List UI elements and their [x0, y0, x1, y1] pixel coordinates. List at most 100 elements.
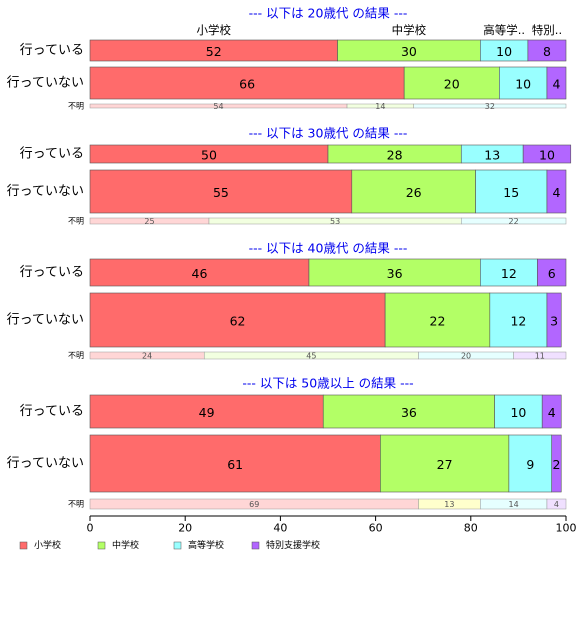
bar-segment — [89, 434, 381, 493]
segment-header-label: 中学校 — [392, 23, 427, 37]
unknown-value-label: 32 — [485, 102, 495, 111]
bar-value-label: 52 — [206, 44, 222, 59]
bar-value-label: 50 — [201, 148, 217, 163]
bar-segment — [475, 169, 548, 214]
legend-label: 高等学校 — [188, 539, 224, 551]
unknown-row-label: 不明 — [68, 351, 84, 360]
panel-title: --- 以下は 30歳代 の結果 --- — [249, 126, 408, 141]
x-tick-label: 0 — [87, 522, 94, 535]
row-label: 行っていない — [7, 313, 84, 328]
unknown-bar-segment — [413, 103, 567, 109]
bar-value-label: 2 — [553, 457, 561, 472]
unknown-row-label: 不明 — [68, 102, 84, 111]
bar-segment — [89, 66, 405, 100]
bar-segment — [384, 292, 491, 348]
bar-segment — [89, 169, 353, 214]
row-label: 行っている — [20, 43, 84, 58]
bar-value-label: 4 — [553, 77, 561, 92]
bar-value-label: 13 — [484, 148, 500, 163]
unknown-value-label: 53 — [330, 217, 340, 226]
bar-value-label: 6 — [548, 266, 556, 281]
bar-segment — [489, 292, 548, 348]
unknown-value-label: 20 — [461, 352, 471, 361]
bar-value-label: 26 — [406, 185, 422, 200]
row-label: 行っている — [20, 404, 84, 419]
bar-segment — [89, 258, 310, 287]
bar-value-label: 22 — [430, 314, 446, 329]
row-label: 行っている — [20, 147, 84, 162]
row-label: 行っていない — [7, 184, 84, 199]
legend-swatch — [97, 541, 106, 550]
panel-title: --- 以下は 20歳代 の結果 --- — [249, 6, 408, 21]
bar-value-label: 8 — [543, 44, 551, 59]
panel-title: --- 以下は 50歳以上 の結果 --- — [242, 376, 413, 391]
x-tick-label: 80 — [464, 522, 478, 535]
bar-value-label: 46 — [192, 266, 208, 281]
unknown-value-label: 54 — [213, 102, 223, 111]
bar-value-label: 12 — [501, 266, 517, 281]
x-tick-label: 60 — [369, 522, 383, 535]
segment-header-label: 特別.. — [532, 23, 562, 37]
unknown-value-label: 14 — [509, 500, 519, 509]
bar-value-label: 10 — [515, 77, 531, 92]
legend-swatch — [19, 541, 28, 550]
bar-value-label: 49 — [199, 405, 215, 420]
bar-segment — [494, 394, 543, 429]
bar-value-label: 55 — [213, 185, 229, 200]
bar-segment — [541, 394, 562, 429]
bar-segment — [546, 292, 562, 348]
bar-segment — [380, 434, 510, 493]
legend-label: 特別支援学校 — [266, 539, 320, 551]
bar-value-label: 12 — [510, 314, 526, 329]
legend-label: 小学校 — [34, 539, 61, 551]
legend-label: 中学校 — [112, 539, 139, 551]
bar-segment — [499, 66, 548, 100]
unknown-value-label: 4 — [554, 500, 559, 509]
bar-value-label: 15 — [503, 185, 519, 200]
bar-segment — [308, 258, 481, 287]
bar-segment — [480, 258, 538, 287]
bar-value-label: 36 — [401, 405, 417, 420]
bar-segment — [403, 66, 500, 100]
bar-segment — [89, 292, 386, 348]
bar-segment — [527, 39, 567, 62]
x-tick-label: 40 — [273, 522, 287, 535]
bar-value-label: 62 — [230, 314, 246, 329]
segment-header-label: 小学校 — [197, 23, 232, 37]
bar-value-label: 28 — [387, 148, 403, 163]
bar-value-label: 66 — [239, 77, 255, 92]
unknown-value-label: 25 — [144, 217, 154, 226]
unknown-bar-segment — [461, 217, 567, 225]
bar-value-label: 3 — [550, 314, 558, 329]
bar-segment — [508, 434, 553, 493]
unknown-value-label: 11 — [535, 352, 545, 361]
unknown-row-label: 不明 — [68, 500, 84, 509]
bar-value-label: 9 — [526, 457, 534, 472]
unknown-value-label: 69 — [249, 500, 259, 509]
bar-value-label: 10 — [510, 405, 526, 420]
unknown-bar-segment — [546, 498, 567, 510]
unknown-row-label: 不明 — [68, 217, 84, 226]
bar-value-label: 30 — [401, 44, 417, 59]
bar-segment — [322, 394, 495, 429]
unknown-value-label: 14 — [375, 102, 385, 111]
row-label: 行っていない — [7, 76, 84, 91]
bar-value-label: 10 — [496, 44, 512, 59]
bar-value-label: 27 — [437, 457, 453, 472]
unknown-value-label: 45 — [306, 352, 316, 361]
bar-segment — [522, 144, 572, 164]
bar-value-label: 4 — [548, 405, 556, 420]
row-label: 行っている — [20, 265, 84, 280]
bar-segment — [351, 169, 476, 214]
unknown-bar-segment — [513, 351, 567, 360]
bar-segment — [551, 434, 562, 493]
x-tick-label: 100 — [556, 522, 577, 535]
legend-swatch — [251, 541, 260, 550]
unknown-value-label: 24 — [142, 352, 152, 361]
bar-value-label: 61 — [227, 457, 243, 472]
panel-title: --- 以下は 40歳代 の結果 --- — [249, 241, 408, 256]
bar-segment — [546, 169, 567, 214]
bar-value-label: 10 — [539, 148, 555, 163]
bar-value-label: 20 — [444, 77, 460, 92]
